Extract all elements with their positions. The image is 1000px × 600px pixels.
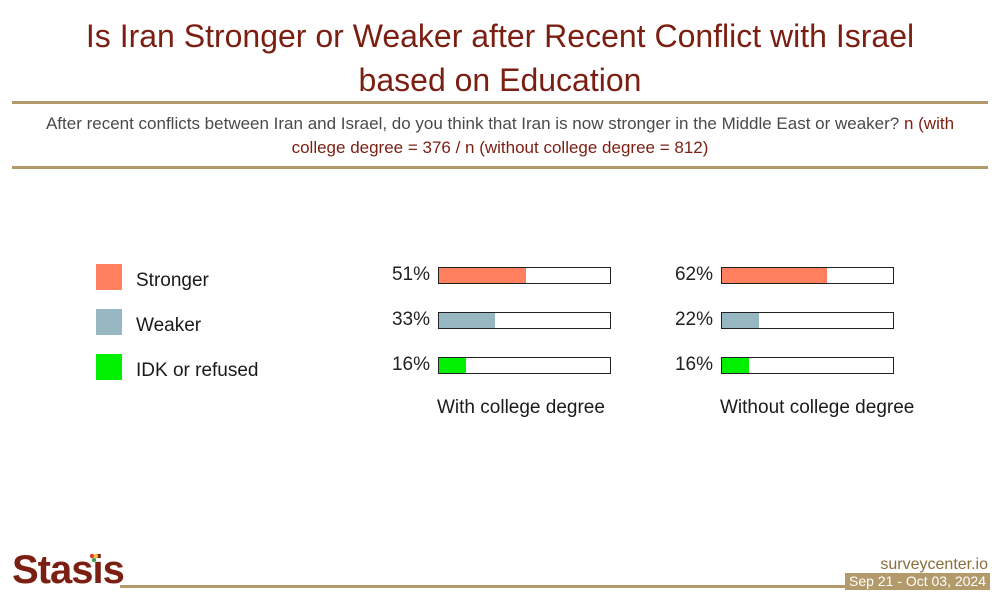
group-label-with-college: With college degree [437, 397, 605, 418]
group-label-without-college: Without college degree [720, 397, 915, 418]
title-line-1: Is Iran Stronger or Weaker after Recent … [85, 18, 915, 54]
legend-label-weaker: Weaker [136, 315, 202, 336]
bar-track-with-college-weaker [438, 312, 611, 329]
bar-without-college-weaker [722, 313, 760, 328]
sample-size-note: n (with college degree = 376 / n (withou… [291, 114, 955, 157]
data-label-without-college-weaker: 22% [674, 309, 713, 330]
bar-track-without-college-weaker [721, 312, 894, 329]
legend-label-idk: IDK or refused [136, 360, 259, 381]
legend-swatch-weaker [96, 309, 122, 335]
bar-track-without-college-stronger [721, 267, 894, 284]
title-line-2: based on Education [358, 62, 642, 98]
site-url: surveycenter.io [880, 556, 988, 573]
legend-swatch-stronger [96, 264, 122, 290]
legend-swatch-idk [96, 354, 122, 380]
bar-track-without-college-idk [721, 357, 894, 374]
data-label-without-college-idk: 16% [674, 354, 713, 375]
bar-track-with-college-idk [438, 357, 611, 374]
question-text: After recent conflicts between Iran and … [40, 112, 960, 160]
title-rule [12, 101, 988, 104]
bar-with-college-idk [439, 358, 467, 373]
data-label-with-college-weaker: 33% [391, 309, 430, 330]
data-label-with-college-stronger: 51% [391, 264, 430, 285]
bar-with-college-weaker [439, 313, 496, 328]
stasis-logo: Stasis [12, 548, 125, 592]
chart-title: Is Iran Stronger or Weaker after Recent … [0, 14, 1000, 102]
date-range: Sep 21 - Oct 03, 2024 [845, 573, 990, 590]
bar-track-with-college-stronger [438, 267, 611, 284]
data-label-without-college-stronger: 62% [674, 264, 713, 285]
footer-rule [120, 585, 848, 588]
subtitle-rule [12, 166, 988, 169]
bar-with-college-stronger [439, 268, 526, 283]
question: After recent conflicts between Iran and … [45, 114, 900, 133]
data-label-with-college-idk: 16% [391, 354, 430, 375]
logo-dot-icon [89, 553, 99, 563]
bar-without-college-idk [722, 358, 750, 373]
bar-without-college-stronger [722, 268, 828, 283]
legend-label-stronger: Stronger [136, 270, 209, 291]
